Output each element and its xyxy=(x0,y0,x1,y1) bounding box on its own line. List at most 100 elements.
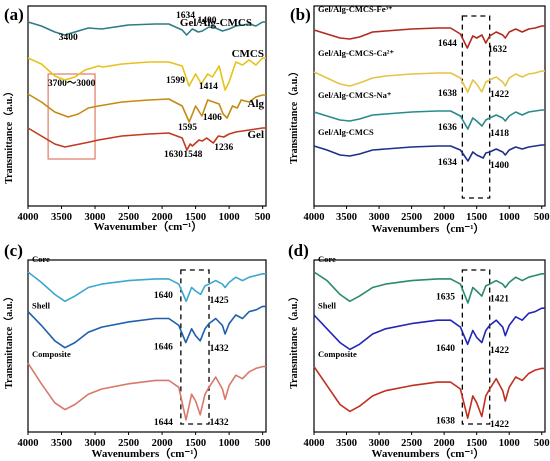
panel-label: (b) xyxy=(290,5,311,24)
peak-annotation: 1418 xyxy=(490,129,509,139)
x-tick-label: 3500 xyxy=(51,438,72,449)
axes-frame xyxy=(27,259,267,433)
peak-annotation: 1632 xyxy=(488,45,507,55)
series-label: Gel/Alg-CMCS-Fe³⁺ xyxy=(318,4,393,14)
plot-area: 4000 3500 3000 2500 2000 1500 1000 500 Gel/Alg-C… xyxy=(304,4,550,223)
axes-frame xyxy=(27,5,267,207)
panel-label: (a) xyxy=(4,5,24,24)
series-line xyxy=(313,366,545,419)
peak-annotation: 1406 xyxy=(203,113,222,123)
x-tick-label: 500 xyxy=(255,438,271,449)
series-label: Shell xyxy=(32,301,51,311)
x-tick-label: 2000 xyxy=(152,212,173,223)
peak-annotation: 1638 xyxy=(438,89,457,99)
series-line xyxy=(313,271,545,304)
dashed-region-box xyxy=(461,15,491,199)
panel-d: (d) Transmittance（a.u.） Wavenumbers（cm⁻¹… xyxy=(287,241,550,460)
x-tick-label: 1000 xyxy=(499,438,520,449)
series-label: Core xyxy=(318,254,336,264)
series-line xyxy=(27,362,266,421)
dashed-region-box xyxy=(461,269,491,425)
series-label: Gel/Alg-CMCS xyxy=(318,127,374,137)
series-label: Gel/Alg-CMCS xyxy=(180,17,252,29)
series-line xyxy=(313,25,545,49)
peak-annotation: 1421 xyxy=(490,294,509,304)
x-tick-label: 4000 xyxy=(18,212,39,223)
panel-a: (a) Transmittance（a.u.） Wavenumber（cm⁻¹）… xyxy=(2,5,271,233)
series-line xyxy=(27,57,266,91)
series-line xyxy=(27,93,266,123)
y-axis-title: Transmittance（a.u.） xyxy=(2,86,15,184)
peak-annotation: 3400 xyxy=(59,33,78,43)
highlight-box xyxy=(47,73,96,160)
axes-frame xyxy=(313,259,546,433)
y-axis-title: Transmittance（a.u.） xyxy=(287,66,300,164)
x-tick-label: 2500 xyxy=(118,212,139,223)
peak-annotation: 1425 xyxy=(210,296,229,306)
x-tick-label: 2000 xyxy=(152,438,173,449)
x-tick-label: 1500 xyxy=(466,438,487,449)
series-line xyxy=(27,305,266,349)
peak-annotation: 1595 xyxy=(178,123,197,133)
peak-annotation: 1644 xyxy=(154,418,173,428)
x-tick-label: 3000 xyxy=(85,212,106,223)
series-label: Composite xyxy=(318,349,357,359)
x-tick-label: 1000 xyxy=(219,212,240,223)
peak-annotation: 1422 xyxy=(490,346,509,356)
x-tick-label: 3000 xyxy=(85,438,106,449)
axes-frame xyxy=(313,5,546,207)
peak-annotation: 1636 xyxy=(438,123,457,133)
x-tick-label: 1500 xyxy=(185,212,206,223)
peak-annotation: 1638 xyxy=(436,416,455,426)
peak-annotation: 1236 xyxy=(214,143,233,153)
series-line xyxy=(313,109,545,130)
x-tick-label: 2500 xyxy=(401,438,422,449)
x-tick-label: 3500 xyxy=(336,438,357,449)
peak-annotation: 1400 xyxy=(198,16,217,26)
x-axis-title: Wavenumber（cm⁻¹） xyxy=(94,220,203,233)
x-tick-label: 1500 xyxy=(466,212,487,223)
x-tick-label: 2000 xyxy=(434,212,455,223)
x-axis-title: Wavenumbers（cm⁻¹） xyxy=(372,447,485,460)
x-tick-label: 2500 xyxy=(401,212,422,223)
panel-label: (c) xyxy=(4,241,23,260)
x-tick-label: 2000 xyxy=(434,438,455,449)
peak-annotation: 1422 xyxy=(490,90,509,100)
peak-annotation: 1646 xyxy=(154,342,173,352)
series-line xyxy=(313,307,545,351)
series-label: Gel/Alg-CMCS-Na⁺ xyxy=(318,90,392,100)
series-label: Core xyxy=(32,254,50,264)
series-line xyxy=(27,21,266,36)
x-tick-label: 1000 xyxy=(219,438,240,449)
x-tick-label: 4000 xyxy=(304,438,325,449)
series-line xyxy=(313,144,545,162)
x-tick-label: 3000 xyxy=(369,212,390,223)
panel-label: (d) xyxy=(288,241,309,260)
peak-annotation: 1432 xyxy=(210,344,229,354)
x-tick-label: 3000 xyxy=(369,438,390,449)
series-label: Alg xyxy=(248,98,265,110)
x-tick-label: 500 xyxy=(534,212,550,223)
x-tick-label: 1000 xyxy=(499,212,520,223)
series-label: CMCS xyxy=(232,48,264,60)
y-axis-title: Transmittance（a.u.） xyxy=(2,291,15,389)
series-label: Gel xyxy=(248,129,265,141)
x-axis-title: Wavenumbers（cm⁻¹） xyxy=(92,447,205,460)
peak-annotation: 1422 xyxy=(490,420,509,430)
x-tick-label: 1500 xyxy=(185,438,206,449)
peak-annotation: 1432 xyxy=(210,418,229,428)
series-label: Shell xyxy=(318,301,337,311)
x-tick-label: 3500 xyxy=(51,212,72,223)
highlight-box-label: 3700～3000 xyxy=(48,79,96,89)
peak-annotation: 1400 xyxy=(490,161,509,171)
peak-annotation: 1640 xyxy=(154,291,173,301)
peak-annotation: 1548 xyxy=(183,150,202,160)
peak-annotation: 1599 xyxy=(166,76,185,86)
plot-area: 4000 3500 3000 2500 2000 1500 1000 500 3700～3000… xyxy=(18,5,271,223)
y-axis-title: Transmittance（a.u.） xyxy=(287,291,300,389)
peak-annotation: 1414 xyxy=(199,82,218,92)
peak-annotation: 1634 xyxy=(438,158,457,168)
series-label: Composite xyxy=(32,349,71,359)
x-tick-label: 500 xyxy=(534,438,550,449)
